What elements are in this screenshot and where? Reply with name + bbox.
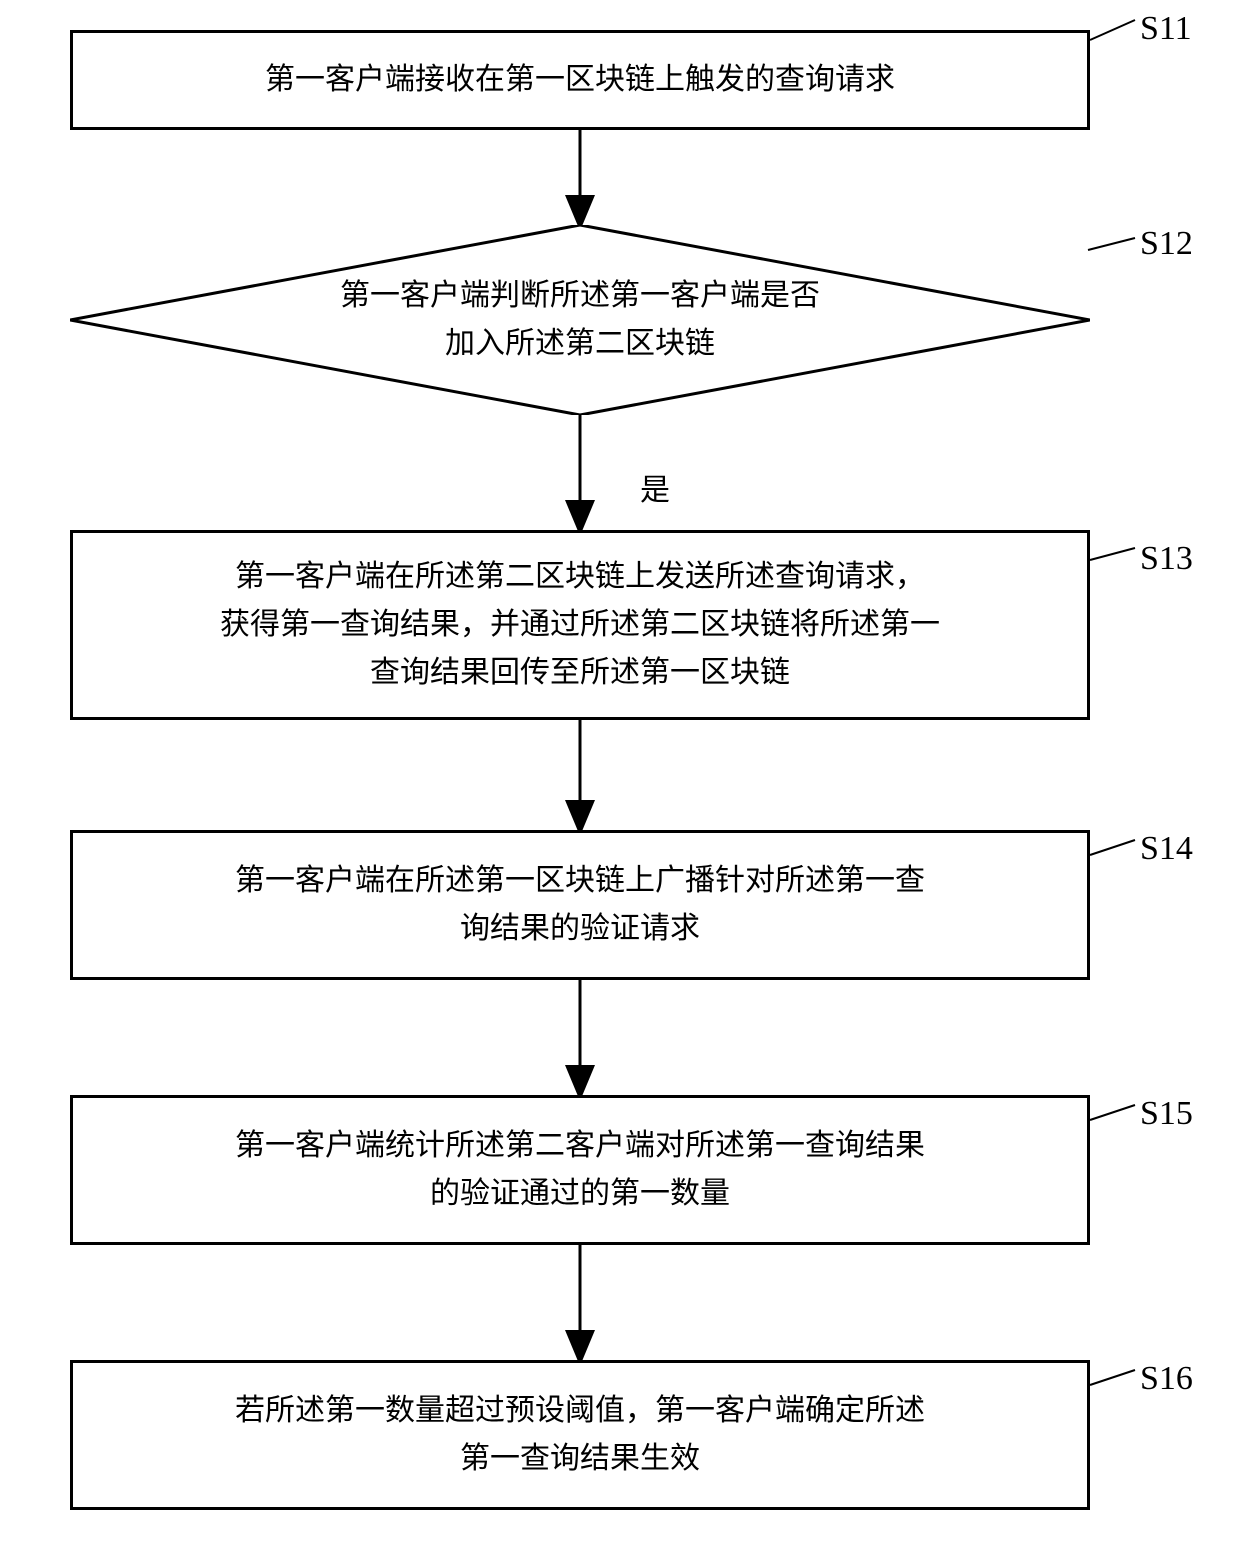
label-s14: S14 (1140, 830, 1193, 868)
flowchart-canvas: 第一客户端接收在第一区块链上触发的查询请求 S11 第一客户端判断所述第一客户端… (0, 0, 1240, 1560)
label-s11: S11 (1140, 10, 1192, 48)
label-s13: S13 (1140, 540, 1193, 578)
step-s15-text: 第一客户端统计所述第二客户端对所述第一查询结果 的验证通过的第一数量 (235, 1122, 925, 1218)
step-s12: 第一客户端判断所述第一客户端是否 加入所述第二区块链 (70, 225, 1090, 415)
label-s15: S15 (1140, 1095, 1193, 1133)
step-s14: 第一客户端在所述第一区块链上广播针对所述第一查 询结果的验证请求 (70, 830, 1090, 980)
step-s11-text: 第一客户端接收在第一区块链上触发的查询请求 (265, 56, 895, 104)
step-s16: 若所述第一数量超过预设阈值，第一客户端确定所述 第一查询结果生效 (70, 1360, 1090, 1510)
step-s15: 第一客户端统计所述第二客户端对所述第一查询结果 的验证通过的第一数量 (70, 1095, 1090, 1245)
label-s12: S12 (1140, 225, 1193, 263)
step-s12-text: 第一客户端判断所述第一客户端是否 加入所述第二区块链 (340, 272, 820, 368)
label-s16: S16 (1140, 1360, 1193, 1398)
step-s13-text: 第一客户端在所述第二区块链上发送所述查询请求， 获得第一查询结果，并通过所述第二… (220, 553, 940, 697)
edge-label-yes: 是 (640, 465, 670, 509)
step-s16-text: 若所述第一数量超过预设阈值，第一客户端确定所述 第一查询结果生效 (235, 1387, 925, 1483)
step-s14-text: 第一客户端在所述第一区块链上广播针对所述第一查 询结果的验证请求 (235, 857, 925, 953)
step-s11: 第一客户端接收在第一区块链上触发的查询请求 (70, 30, 1090, 130)
step-s13: 第一客户端在所述第二区块链上发送所述查询请求， 获得第一查询结果，并通过所述第二… (70, 530, 1090, 720)
